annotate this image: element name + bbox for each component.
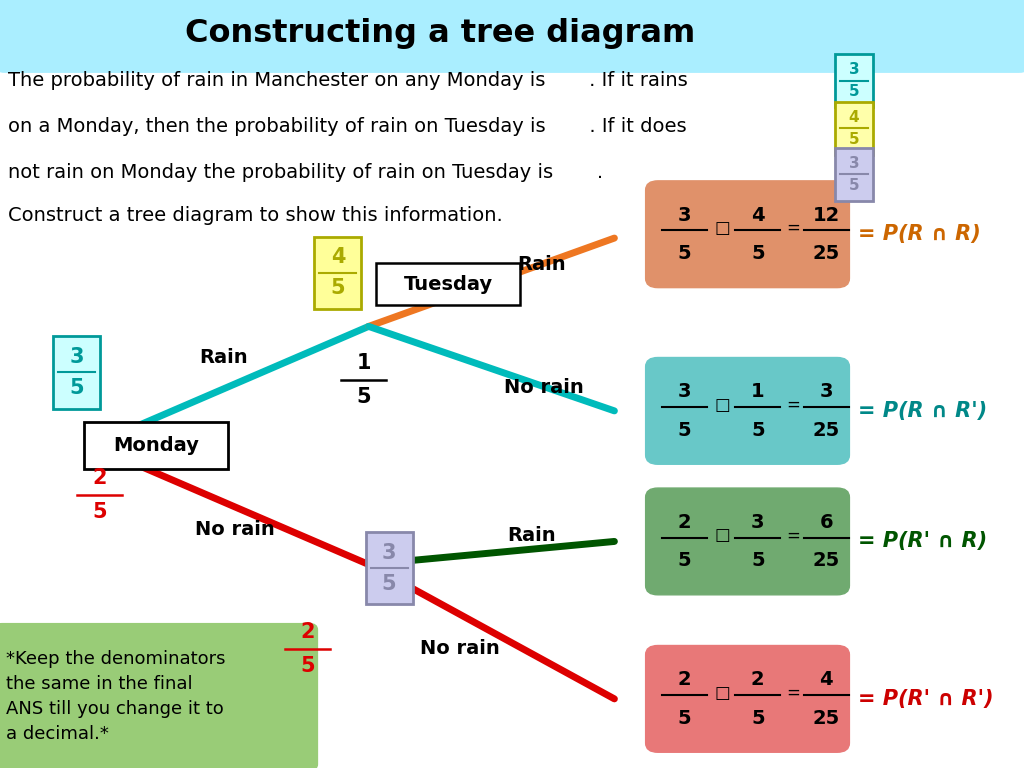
Text: not rain on Monday the probability of rain on Tuesday is       .: not rain on Monday the probability of ra…	[8, 164, 603, 182]
FancyBboxPatch shape	[645, 645, 849, 753]
Text: 2: 2	[92, 468, 106, 488]
Text: =: =	[786, 526, 801, 545]
Text: 5: 5	[849, 132, 859, 147]
Text: 3: 3	[677, 206, 691, 224]
Text: = P(R ∩ R'): = P(R ∩ R')	[858, 401, 987, 421]
Text: 5: 5	[331, 278, 345, 298]
Text: 2: 2	[751, 670, 765, 689]
Text: The probability of rain in Manchester on any Monday is       . If it rains: The probability of rain in Manchester on…	[8, 71, 688, 90]
Text: □: □	[714, 219, 730, 237]
Text: *Keep the denominators
the same in the final
ANS till you change it to
a decimal: *Keep the denominators the same in the f…	[6, 650, 225, 743]
Text: 4: 4	[331, 247, 345, 267]
Text: 5: 5	[300, 656, 314, 676]
Text: 5: 5	[849, 178, 859, 193]
FancyBboxPatch shape	[366, 532, 413, 604]
Text: 2: 2	[677, 670, 691, 689]
Text: 5: 5	[92, 502, 106, 522]
FancyBboxPatch shape	[645, 181, 849, 288]
Text: Rain: Rain	[517, 256, 565, 274]
Text: 4: 4	[751, 206, 765, 224]
FancyBboxPatch shape	[84, 422, 228, 468]
Text: □: □	[714, 684, 730, 702]
FancyBboxPatch shape	[645, 488, 849, 595]
Text: 2: 2	[300, 622, 314, 642]
Text: No rain: No rain	[195, 521, 274, 539]
Text: 5: 5	[677, 551, 691, 570]
Text: =: =	[786, 219, 801, 237]
Text: 25: 25	[813, 244, 840, 263]
Text: Construct a tree diagram to show this information.: Construct a tree diagram to show this in…	[8, 206, 503, 224]
Text: 25: 25	[813, 551, 840, 570]
Text: No rain: No rain	[504, 379, 584, 397]
Text: □: □	[714, 396, 730, 414]
Text: 4: 4	[819, 670, 834, 689]
Text: =: =	[786, 684, 801, 702]
Text: 1: 1	[356, 353, 371, 373]
Text: = P(R ∩ R): = P(R ∩ R)	[858, 224, 980, 244]
Text: Rain: Rain	[200, 348, 248, 366]
FancyBboxPatch shape	[0, 0, 1024, 72]
Text: 5: 5	[70, 378, 84, 398]
Text: 12: 12	[813, 206, 840, 224]
Text: on a Monday, then the probability of rain on Tuesday is       . If it does: on a Monday, then the probability of rai…	[8, 118, 687, 136]
Text: 25: 25	[813, 709, 840, 727]
FancyBboxPatch shape	[836, 102, 872, 155]
FancyBboxPatch shape	[376, 263, 520, 305]
Text: 3: 3	[849, 156, 859, 170]
Text: 5: 5	[751, 551, 765, 570]
FancyBboxPatch shape	[0, 624, 317, 768]
Text: 3: 3	[819, 382, 834, 401]
Text: 5: 5	[677, 421, 691, 439]
Text: 6: 6	[819, 513, 834, 531]
FancyBboxPatch shape	[314, 237, 361, 309]
Text: No rain: No rain	[420, 640, 500, 658]
Text: 3: 3	[382, 543, 396, 563]
Text: 4: 4	[849, 110, 859, 124]
Text: 3: 3	[751, 513, 765, 531]
Text: 5: 5	[849, 84, 859, 99]
Text: =: =	[786, 396, 801, 414]
Text: 25: 25	[813, 421, 840, 439]
Text: □: □	[714, 526, 730, 545]
Text: Monday: Monday	[114, 436, 199, 455]
Text: Tuesday: Tuesday	[403, 275, 493, 293]
Text: 5: 5	[751, 244, 765, 263]
Text: 1: 1	[751, 382, 765, 401]
Text: 5: 5	[751, 709, 765, 727]
Text: 5: 5	[382, 574, 396, 594]
FancyBboxPatch shape	[836, 54, 872, 107]
Text: Constructing a tree diagram: Constructing a tree diagram	[185, 18, 695, 49]
FancyBboxPatch shape	[836, 147, 872, 201]
FancyBboxPatch shape	[53, 336, 100, 409]
Text: 5: 5	[677, 244, 691, 263]
Text: = P(R' ∩ R'): = P(R' ∩ R')	[858, 689, 993, 709]
Text: 5: 5	[677, 709, 691, 727]
Text: = P(R' ∩ R): = P(R' ∩ R)	[858, 531, 987, 551]
Text: 5: 5	[356, 387, 371, 407]
Text: Rain: Rain	[507, 526, 555, 545]
Text: 3: 3	[677, 382, 691, 401]
Text: 2: 2	[677, 513, 691, 531]
Text: 3: 3	[849, 62, 859, 77]
Text: 3: 3	[70, 347, 84, 367]
Text: 5: 5	[751, 421, 765, 439]
FancyBboxPatch shape	[645, 358, 849, 464]
